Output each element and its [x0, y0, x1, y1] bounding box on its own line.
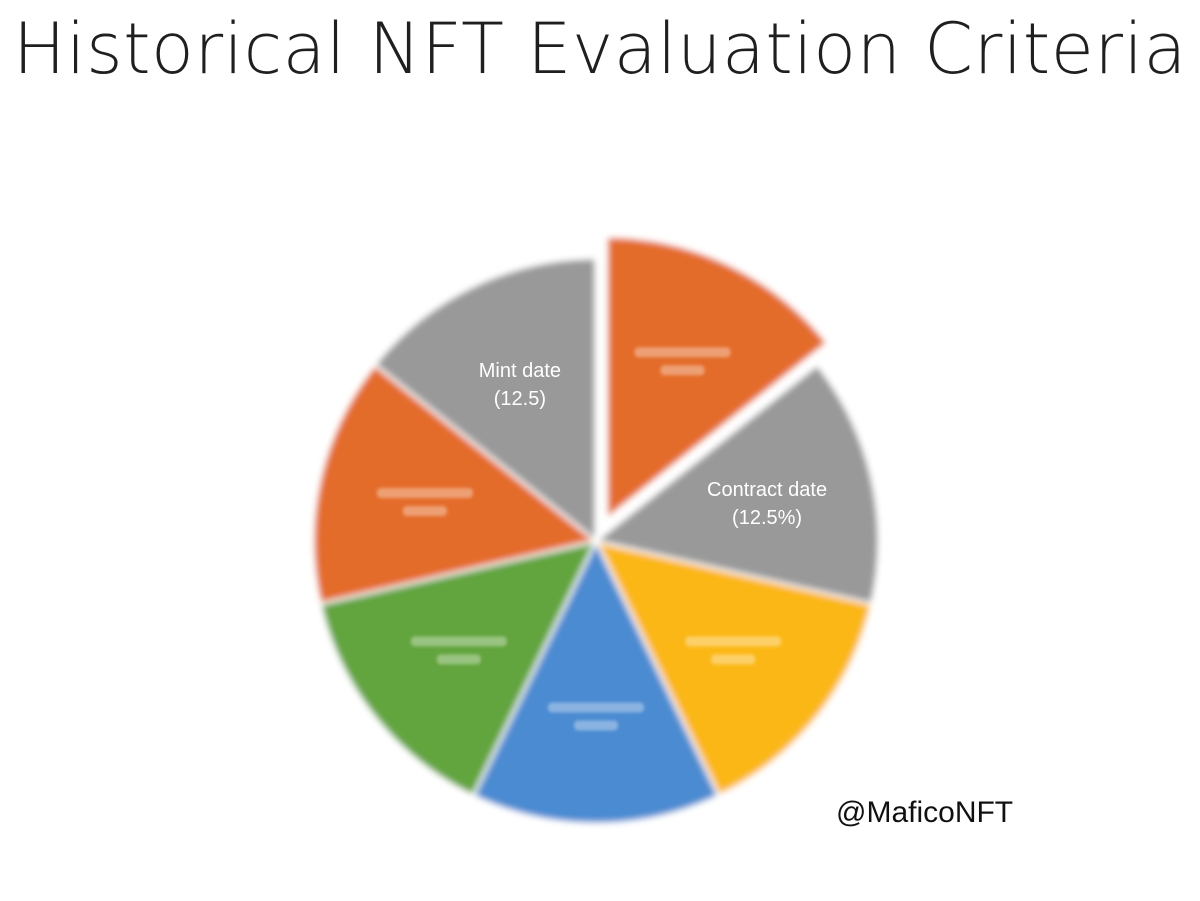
chart-title: Historical NFT Evaluation Criteria — [13, 8, 1187, 90]
pie-slice-4 — [318, 538, 599, 798]
pie-slice-3 — [471, 537, 721, 826]
slice-label-6-value: (12.5) — [494, 388, 546, 410]
watermark-handle: @MaficoNFT — [836, 796, 1014, 829]
slice-label-4-blurred-line2 — [436, 654, 481, 665]
slice-label-2-blurred-line1 — [685, 636, 782, 647]
pie-slice-0 — [604, 234, 830, 523]
slice-label-6-name: Mint date — [479, 360, 561, 382]
slice-label-3-blurred-line2 — [574, 720, 618, 731]
slice-label-0-blurred-line2 — [660, 365, 705, 376]
slice-label-0-blurred-line1 — [634, 347, 731, 358]
pie-slice-1 — [592, 362, 881, 606]
pie-slice-6 — [372, 256, 598, 545]
slice-label-5-blurred-line2 — [402, 505, 447, 516]
slice-label-3-blurred-line1 — [548, 702, 644, 713]
slice-label-4-blurred-line1 — [410, 636, 507, 647]
pie-slice-5 — [311, 362, 600, 606]
pie-slice-2 — [593, 538, 874, 798]
slice-label-1-value: (12.5%) — [732, 507, 802, 529]
slice-label-2-blurred-line2 — [711, 654, 756, 665]
slice-label-1-name: Contract date — [707, 479, 827, 501]
slice-label-5-blurred-line1 — [376, 487, 473, 498]
